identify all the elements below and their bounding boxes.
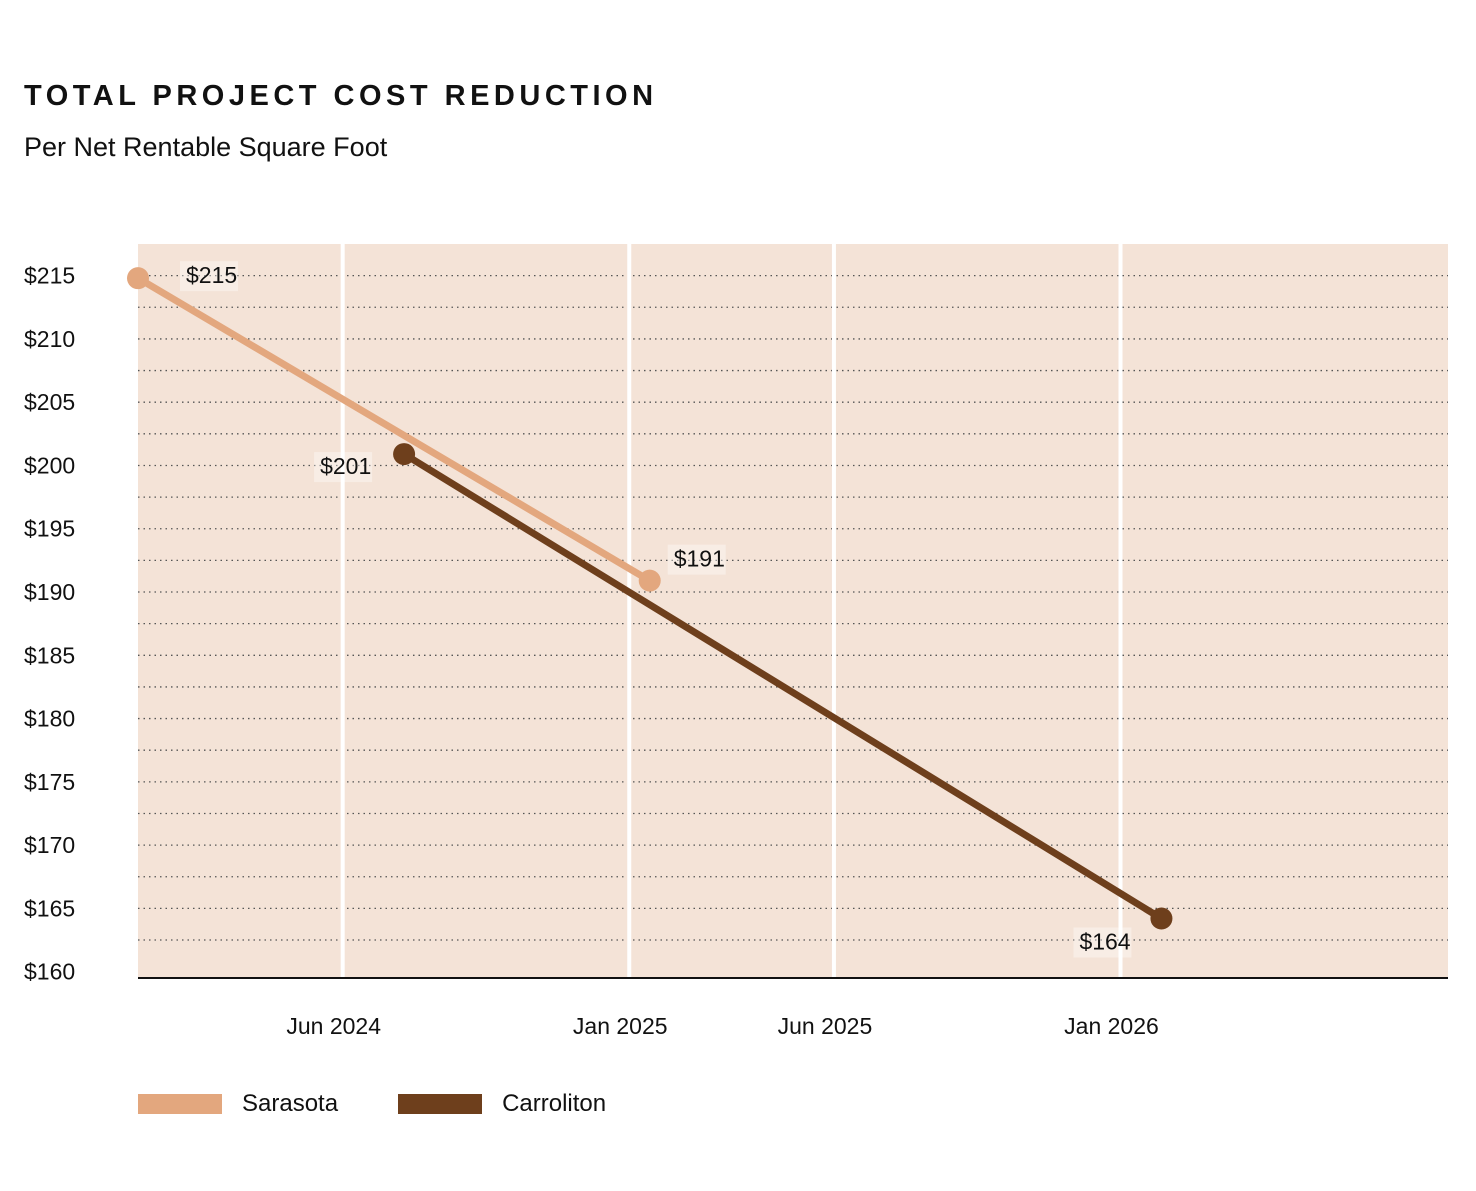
- x-tick-label: Jan 2025: [573, 1013, 668, 1039]
- y-tick-label: $165: [24, 895, 75, 921]
- y-tick-label: $195: [24, 516, 75, 542]
- series-line-carroliton: [400, 450, 1165, 923]
- data-label-background: [180, 261, 238, 292]
- legend-item-carroliton: Carroliton: [398, 1090, 606, 1118]
- data-point-carroliton: [393, 443, 416, 466]
- y-tick-label: $210: [24, 326, 75, 352]
- chart-subtitle: Per Net Rentable Square Foot: [24, 132, 388, 162]
- legend-item-sarasota: Sarasota: [138, 1090, 338, 1118]
- y-tick-label: $160: [24, 959, 75, 985]
- data-point-sarasota: [638, 569, 661, 592]
- x-tick-label: Jun 2025: [778, 1013, 873, 1039]
- data-label: $164: [1079, 929, 1130, 955]
- data-label-background: [314, 452, 373, 483]
- y-tick-label: $185: [24, 642, 75, 668]
- legend-swatch-carroliton: [398, 1094, 483, 1114]
- legend: Sarasota Carroliton: [138, 1090, 666, 1118]
- y-tick-label: $180: [24, 706, 75, 732]
- legend-label-sarasota: Sarasota: [242, 1090, 339, 1117]
- y-tick-label: $200: [24, 452, 75, 478]
- series-line-sarasota: [134, 274, 654, 585]
- data-point-sarasota: [127, 267, 149, 290]
- plot-background: [138, 244, 1448, 978]
- chart-title: TOTAL PROJECT COST REDUCTION: [24, 80, 658, 112]
- y-tick-label: $190: [24, 579, 75, 605]
- data-label: $191: [674, 546, 725, 572]
- data-label-background: [667, 544, 726, 575]
- y-tick-label: $175: [24, 769, 75, 795]
- x-tick-label: Jan 2026: [1064, 1013, 1159, 1039]
- data-label: $215: [186, 262, 237, 288]
- legend-swatch-sarasota: [138, 1094, 222, 1114]
- y-tick-label: $205: [24, 389, 75, 415]
- legend-label-carroliton: Carroliton: [502, 1090, 607, 1117]
- y-tick-label: $170: [24, 832, 75, 858]
- data-point-carroliton: [1150, 907, 1173, 930]
- data-label: $201: [320, 453, 371, 479]
- data-label-background: [1073, 927, 1132, 958]
- x-tick-label: Jun 2024: [286, 1013, 381, 1039]
- y-tick-label: $215: [24, 263, 75, 289]
